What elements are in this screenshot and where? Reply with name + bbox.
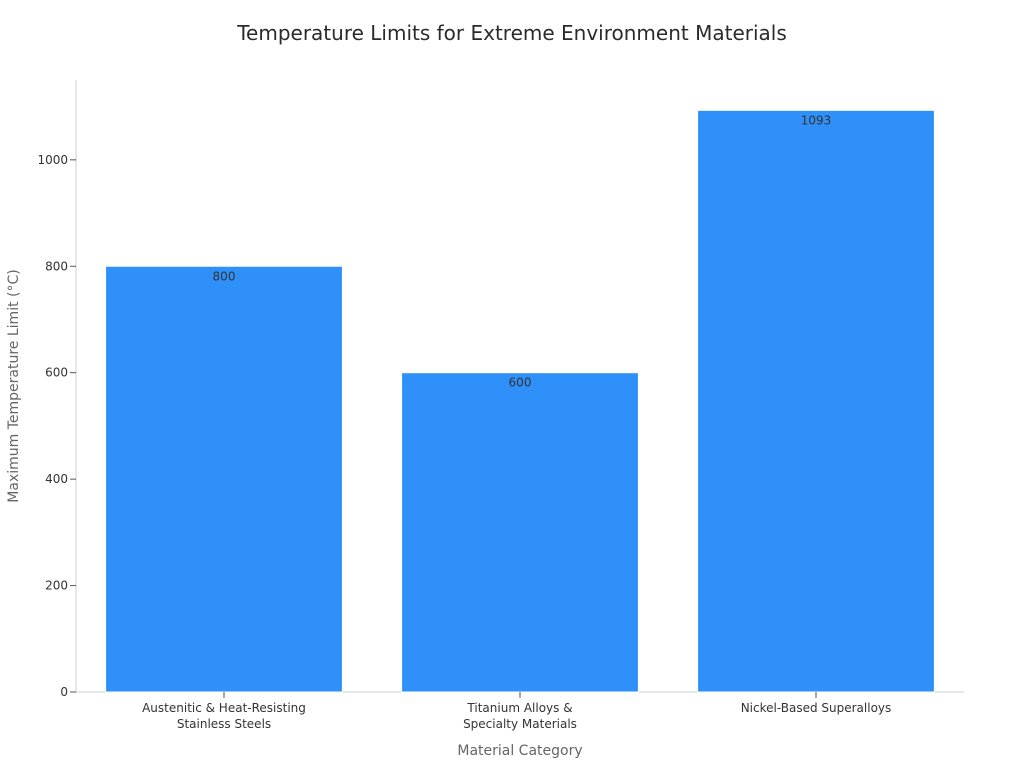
y-tick-label: 400 xyxy=(45,472,68,486)
chart-title: Temperature Limits for Extreme Environme… xyxy=(236,21,787,45)
y-tick-label: 1000 xyxy=(37,153,68,167)
x-tick-label: Nickel-Based Superalloys xyxy=(741,701,892,715)
x-tick-label: Titanium Alloys & Specialty Materials xyxy=(463,701,577,731)
bar-value-label: 1093 xyxy=(801,113,832,127)
y-tick-label: 800 xyxy=(45,259,68,273)
bar-value-label: 600 xyxy=(509,376,532,390)
x-axis-title: Material Category xyxy=(457,743,582,759)
bar xyxy=(401,372,639,693)
x-tick-label: Austenitic & Heat-Resisting Stainless Ste… xyxy=(142,701,306,731)
bar xyxy=(697,109,935,693)
bar xyxy=(105,265,343,693)
y-tick-label: 600 xyxy=(45,366,68,380)
bar-value-label: 800 xyxy=(213,269,236,283)
y-axis-title: Maximum Temperature Limit (°C) xyxy=(6,269,22,502)
y-tick-label: 0 xyxy=(60,685,68,699)
y-tick-label: 200 xyxy=(45,579,68,593)
plot-area: 0 200 400 600 800 1000 800 Austenitic & Heat-Re… xyxy=(37,80,964,731)
